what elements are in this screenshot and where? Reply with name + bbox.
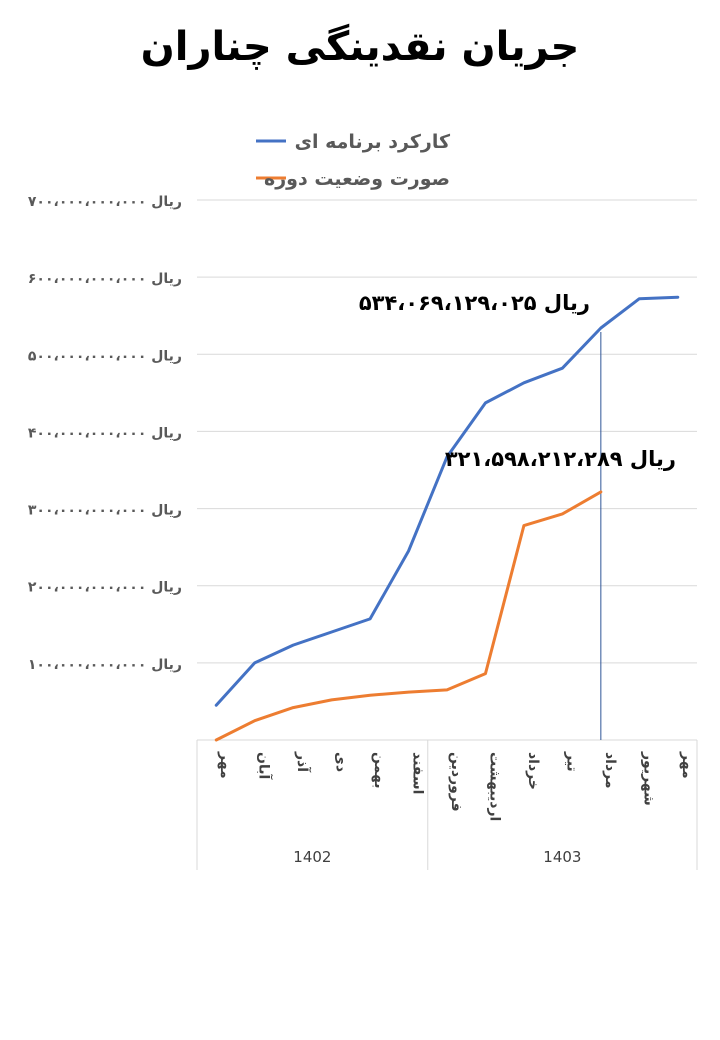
legend-label: کارکرد برنامه ای bbox=[295, 131, 451, 153]
label-layer: ریال ۱۰۰،۰۰۰،۰۰۰،۰۰۰ ریال ۲۰۰،۰۰۰،۰۰۰،۰۰۰… bbox=[28, 131, 695, 866]
x-tick-label: اردیبهشت bbox=[486, 752, 502, 821]
x-tick-label: تیر bbox=[563, 751, 579, 772]
series-layer bbox=[214, 295, 680, 742]
y-tick-label: ریال ۴۰۰،۰۰۰،۰۰۰،۰۰۰ bbox=[28, 425, 182, 441]
chart-title: جریان نقدینگی چناران bbox=[140, 24, 580, 70]
x-tick-label: مرداد bbox=[602, 752, 618, 789]
value-annotation: ۵۳۴،۰۶۹،۱۲۹،۰۲۵ ریال bbox=[359, 291, 590, 315]
y-tick-label: ریال ۲۰۰،۰۰۰،۰۰۰،۰۰۰ bbox=[28, 580, 182, 596]
x-tick-label: آذر bbox=[294, 751, 312, 773]
y-tick-label: ریال ۳۰۰،۰۰۰،۰۰۰،۰۰۰ bbox=[28, 503, 182, 519]
x-tick-label: خرداد bbox=[525, 752, 541, 790]
x-tick-label: بهمن bbox=[371, 752, 387, 788]
series-line bbox=[214, 490, 603, 742]
grid-layer bbox=[197, 199, 697, 664]
axis-layer bbox=[196, 332, 698, 870]
year-group-label: 1402 bbox=[293, 848, 331, 866]
value-annotation: ۳۲۱،۵۹۸،۲۱۲،۲۸۹ ریال bbox=[445, 447, 676, 471]
x-tick-label: اسفند bbox=[410, 752, 426, 794]
y-tick-label: ریال ۵۰۰،۰۰۰،۰۰۰،۰۰۰ bbox=[28, 348, 182, 364]
y-tick-label: ریال ۱۰۰،۰۰۰،۰۰۰،۰۰۰ bbox=[28, 657, 182, 673]
x-tick-label: فروردین bbox=[448, 752, 464, 812]
x-tick-label: دی bbox=[333, 752, 349, 772]
y-tick-label: ریال ۷۰۰،۰۰۰،۰۰۰،۰۰۰ bbox=[28, 194, 182, 210]
year-group-label: 1403 bbox=[543, 848, 581, 866]
series-line bbox=[214, 295, 680, 707]
x-tick-label: مهر bbox=[679, 751, 695, 779]
x-tick-label: شهریور bbox=[640, 751, 656, 806]
legend-label: صورت وضعیت دوره bbox=[264, 168, 450, 190]
x-tick-label: آبان bbox=[256, 752, 274, 780]
y-tick-label: ریال ۶۰۰،۰۰۰،۰۰۰،۰۰۰ bbox=[28, 271, 182, 287]
x-tick-label: مهر bbox=[217, 751, 233, 779]
